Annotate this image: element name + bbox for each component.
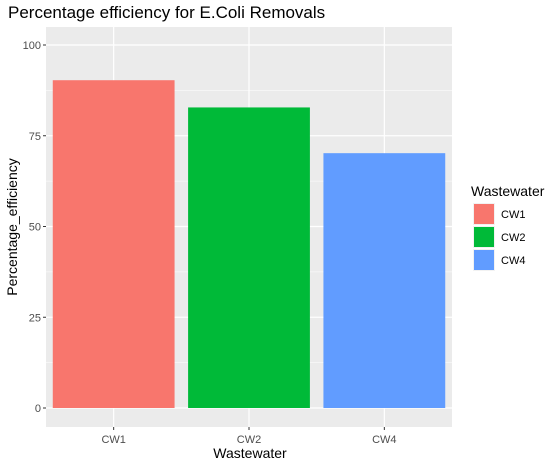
y-tick-label: 25 [29,312,41,324]
bar-cw4 [323,153,446,408]
legend-label: CW2 [501,232,525,244]
y-axis-title: Percentage_efficiency [4,158,20,296]
y-tick-label: 50 [29,222,41,234]
y-tick-label: 0 [35,403,41,415]
legend-title: Wastewater [471,183,545,199]
x-tick-label: CW4 [372,434,396,446]
x-tick-label: CW1 [101,434,125,446]
y-tick-label: 100 [23,40,41,52]
bar-cw1 [52,80,175,408]
y-tick-labels: 0 25 50 75 100 [23,40,46,415]
x-tick-label: CW2 [237,434,261,446]
x-tick-labels: CW1 CW2 CW4 [101,427,397,446]
y-tick-label: 75 [29,131,41,143]
legend-label: CW1 [501,209,525,221]
legend-label: CW4 [501,255,525,267]
legend-swatch-cw2 [474,227,494,247]
legend: Wastewater CW1 CW2 CW4 [471,183,545,271]
legend-swatch-cw4 [474,250,494,270]
plot-panel [46,27,452,427]
chart-title: Percentage efficiency for E.Coli Removal… [8,3,325,22]
bar-cw2 [188,107,310,408]
x-axis-title: Wastewater [213,445,287,461]
legend-swatch-cw1 [474,204,494,224]
